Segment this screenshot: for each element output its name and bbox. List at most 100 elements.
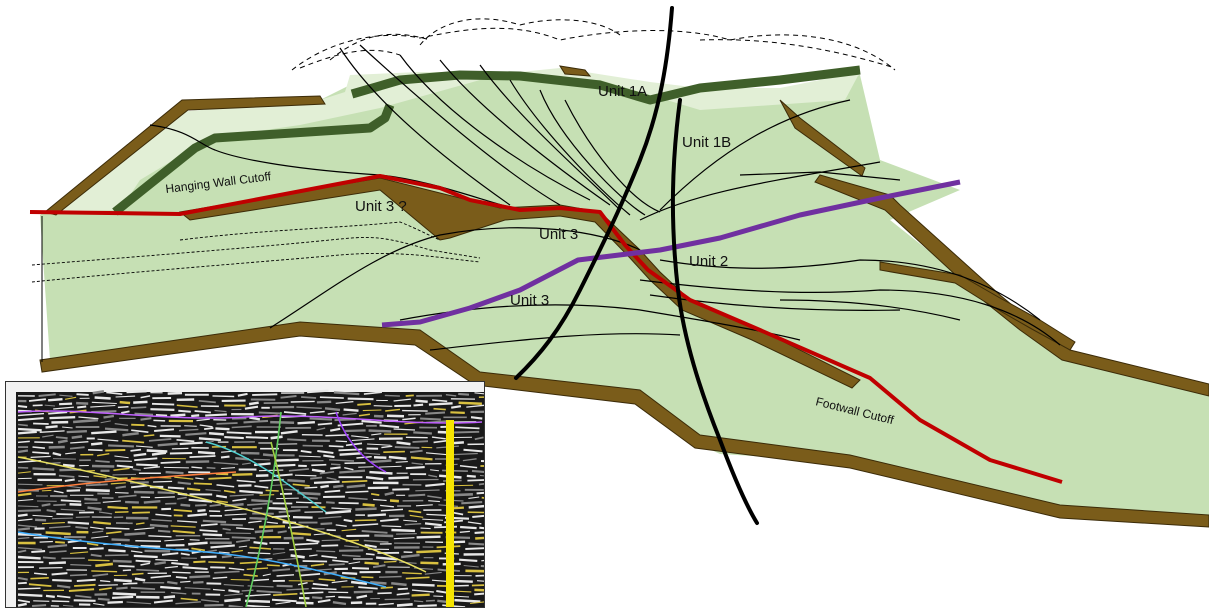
seismic-reflector xyxy=(66,430,87,434)
seismic-reflector xyxy=(92,573,109,577)
seismic-reflector xyxy=(342,571,358,575)
seismic-reflector xyxy=(466,474,476,478)
seismic-reflector xyxy=(363,539,389,543)
seismic-reflector xyxy=(130,406,147,409)
seismic-reflector xyxy=(197,509,206,513)
seismic-reflector xyxy=(17,430,37,435)
seismic-reflector xyxy=(470,416,483,420)
seismic-reflector xyxy=(302,560,328,563)
seismic-reflector xyxy=(232,473,253,476)
seismic-reflector xyxy=(196,418,210,422)
seismic-reflector xyxy=(198,437,221,442)
seismic-reflector xyxy=(396,603,413,607)
seismic-reflector xyxy=(100,580,111,583)
seismic-reflector xyxy=(317,599,331,603)
seismic-reflector xyxy=(324,489,341,493)
seismic-reflector xyxy=(193,482,212,485)
seismic-reflector xyxy=(231,549,243,553)
seismic-reflector xyxy=(330,466,341,470)
seismic-reflector xyxy=(85,483,108,487)
label-unit-3-upper: Unit 3 xyxy=(539,226,578,243)
seismic-reflector xyxy=(300,449,312,454)
seismic-reflector xyxy=(286,588,309,591)
seismic-reflector xyxy=(391,528,416,533)
seismic-reflector xyxy=(70,551,89,554)
seismic-reflector xyxy=(436,590,449,594)
seismic-reflector xyxy=(393,398,411,402)
seismic-reflector xyxy=(160,461,181,464)
seismic-reflector xyxy=(17,499,34,502)
seismic-reflector xyxy=(454,430,480,434)
seismic-reflector xyxy=(77,405,87,409)
seismic-reflector xyxy=(62,426,73,429)
seismic-reflector xyxy=(272,552,286,555)
seismic-reflector xyxy=(53,406,74,410)
seismic-reflector xyxy=(17,483,43,486)
seismic-reflector xyxy=(409,514,424,518)
seismic-reflector xyxy=(408,509,422,514)
seismic-reflector xyxy=(220,455,230,459)
seismic-reflector xyxy=(376,556,398,561)
seismic-reflector xyxy=(111,538,130,542)
seismic-reflector xyxy=(17,537,30,540)
seismic-reflector xyxy=(194,410,211,414)
seismic-reflector xyxy=(459,465,478,469)
seismic-reflector xyxy=(355,507,377,511)
seismic-reflector xyxy=(379,465,402,468)
seismic-reflector xyxy=(108,444,134,448)
seismic-reflector xyxy=(311,587,337,591)
seismic-reflector xyxy=(94,396,111,400)
seismic-reflector xyxy=(470,601,484,605)
seismic-reflector xyxy=(59,402,73,406)
seismic-reflector xyxy=(332,601,347,606)
seismic-reflector xyxy=(288,468,309,472)
seismic-reflector xyxy=(46,509,56,513)
seismic-reflector xyxy=(415,399,428,403)
seismic-reflector xyxy=(397,587,408,591)
seismic-reflector xyxy=(17,555,41,560)
seismic-reflector xyxy=(49,525,71,529)
seismic-reflector xyxy=(351,438,375,442)
seismic-reflector xyxy=(465,547,484,550)
seismic-reflector xyxy=(131,484,148,489)
seismic-reflector xyxy=(313,480,340,484)
seismic-reflector xyxy=(325,509,352,515)
seismic-reflector xyxy=(114,492,129,494)
seismic-reflector xyxy=(113,467,130,472)
seismic-reflector xyxy=(275,458,299,462)
seismic-reflector xyxy=(345,429,366,433)
seismic-reflector xyxy=(191,414,200,418)
brown-layer-crest xyxy=(558,65,592,77)
seismic-reflector xyxy=(17,527,31,531)
seismic-reflector xyxy=(206,466,216,470)
seismic-reflector xyxy=(84,497,98,501)
seismic-reflector xyxy=(92,530,104,534)
seismic-reflector xyxy=(333,391,360,396)
seismic-reflector xyxy=(270,420,295,425)
seismic-reflector xyxy=(306,538,320,543)
seismic-reflector xyxy=(208,431,225,436)
seismic-reflector xyxy=(249,516,268,521)
seismic-reflector xyxy=(67,521,90,525)
seismic-reflector xyxy=(221,467,236,469)
seismic-reflector xyxy=(361,419,382,424)
seismic-reflector xyxy=(389,499,400,503)
seismic-reflector xyxy=(379,424,400,429)
seismic-reflector xyxy=(468,542,484,546)
seismic-reflector xyxy=(130,550,143,554)
seismic-reflector xyxy=(35,518,47,522)
seismic-reflector xyxy=(91,570,118,573)
seismic-reflector xyxy=(252,578,270,582)
seismic-reflector xyxy=(271,598,297,603)
seismic-reflector xyxy=(267,507,288,510)
seismic-reflector xyxy=(292,532,312,536)
seismic-reflector xyxy=(17,518,33,522)
seismic-reflector xyxy=(384,491,395,496)
seismic-reflector xyxy=(148,438,172,442)
seismic-reflector xyxy=(372,564,386,569)
seismic-reflector xyxy=(377,592,392,595)
seismic-reflector xyxy=(395,461,408,463)
seismic-reflector xyxy=(176,496,187,500)
seismic-reflector xyxy=(172,571,191,574)
seismic-reflector xyxy=(243,573,258,577)
